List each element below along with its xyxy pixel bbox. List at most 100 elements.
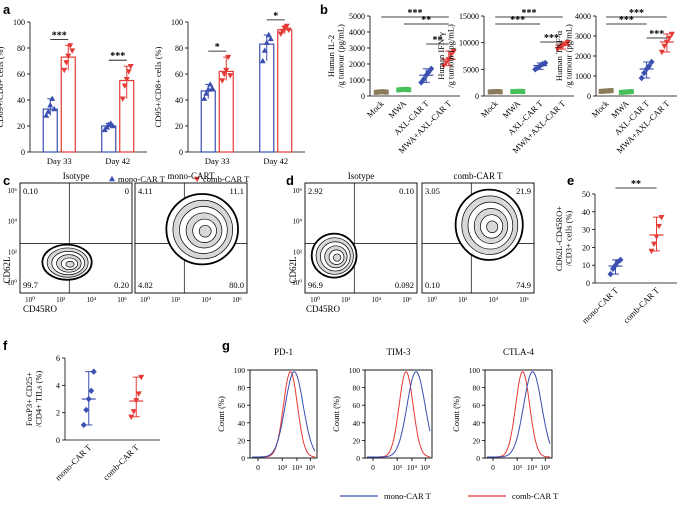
b1-ylabel: /g tumour (pg/mL) bbox=[336, 24, 346, 88]
a1-category-label: Day 33 bbox=[47, 156, 72, 166]
b1-significance-sig: ** bbox=[421, 15, 431, 26]
a1-point bbox=[47, 102, 54, 108]
panel-label-a: a bbox=[3, 2, 11, 17]
c-xlabel: CD45RO bbox=[23, 304, 58, 314]
d2-q-ll: 0.10 bbox=[425, 280, 440, 290]
e-category-label: comb-CAR T bbox=[621, 285, 661, 325]
e-point bbox=[656, 223, 662, 230]
g3-x-tick-label: 10³ bbox=[512, 463, 523, 472]
legend-g-comb-label: comb-CAR T bbox=[512, 491, 559, 501]
a2-significance-sig: * bbox=[215, 42, 220, 53]
g1-x-tick-label: 0 bbox=[256, 463, 260, 472]
b3-point bbox=[646, 62, 653, 70]
g2-y-tick-label: 0 bbox=[356, 454, 360, 463]
e-y-tick-label: 40 bbox=[582, 208, 590, 217]
c1-y-tick-label: 10⁰ bbox=[7, 279, 17, 287]
f-y-tick-label: 6 bbox=[56, 354, 60, 363]
legend-comb-marker bbox=[194, 176, 200, 183]
a1-category-label: Day 42 bbox=[105, 156, 130, 166]
g3-y-tick-label: 60 bbox=[473, 401, 481, 410]
b2-y-tick-label: 5000 bbox=[463, 65, 479, 74]
a1-point bbox=[121, 83, 128, 89]
b3-y-tick-label: 3000 bbox=[575, 32, 591, 41]
a2-category-label: Day 33 bbox=[205, 156, 230, 166]
a2-y-tick-label: 80 bbox=[175, 44, 183, 53]
a2-y-tick-label: 60 bbox=[175, 70, 183, 79]
g2-x-tick-label: 10⁴ bbox=[407, 463, 418, 472]
b3-point bbox=[628, 89, 634, 95]
d1-y-tick-label: 10⁶ bbox=[293, 187, 303, 195]
a1-point bbox=[51, 105, 58, 112]
b2-point bbox=[520, 89, 526, 95]
panel-label-f: f bbox=[3, 338, 8, 353]
c2-x-tick-label: 10⁴ bbox=[202, 296, 212, 304]
a2-point bbox=[265, 31, 272, 38]
b1-y-tick-label: 1000 bbox=[349, 76, 365, 85]
c1-y-tick-label: 10⁴ bbox=[8, 218, 18, 226]
b1-category-label: Mock bbox=[365, 98, 387, 120]
a2-y-tick-label: 40 bbox=[175, 96, 183, 105]
legend-comb-label: comb-CAR T bbox=[203, 174, 250, 184]
c1-q-ll: 99.7 bbox=[23, 280, 38, 290]
d2-q-ur: 21.9 bbox=[516, 186, 531, 196]
d1-y-tick-label: 10² bbox=[293, 248, 302, 256]
a1-y-tick-label: 80 bbox=[17, 44, 25, 53]
c2-contour-ring bbox=[198, 224, 212, 238]
b3-y-tick-label: 1000 bbox=[575, 72, 591, 81]
a1-point bbox=[65, 53, 72, 59]
a1-y-tick-label: 0 bbox=[21, 148, 25, 157]
a2-point bbox=[223, 67, 230, 74]
g1-y-tick-label: 60 bbox=[238, 401, 246, 410]
g3-y-tick-label: 20 bbox=[473, 436, 481, 445]
d-xlabel: CD45RO bbox=[306, 304, 341, 314]
b1-y-tick-label: 2000 bbox=[349, 60, 365, 69]
b3-point bbox=[638, 74, 645, 82]
c2-q-ul: 4.11 bbox=[138, 186, 153, 196]
b3-point bbox=[661, 43, 668, 50]
g2-y-tick-label: 60 bbox=[353, 401, 361, 410]
b2-y-tick-label: 0 bbox=[475, 92, 479, 101]
e-point bbox=[617, 256, 624, 264]
a1-point bbox=[63, 60, 70, 66]
b2-category-label: Mock bbox=[479, 98, 501, 120]
d2-x-tick-label: 10² bbox=[458, 296, 467, 304]
d1-contour-ring bbox=[333, 253, 342, 262]
a2-point bbox=[203, 90, 210, 96]
e-y-tick-label: 50 bbox=[582, 190, 590, 199]
a2-y-tick-label: 0 bbox=[179, 148, 183, 157]
legend-mono-marker bbox=[109, 175, 115, 182]
g3-mono-curve bbox=[487, 371, 551, 458]
panel-label-c: c bbox=[3, 173, 10, 188]
a2-point bbox=[221, 71, 228, 78]
c1-y-tick-label: 10⁶ bbox=[8, 187, 18, 195]
b2-ylabel: /g tumour (pg/mL) bbox=[446, 24, 456, 88]
a1-point bbox=[109, 122, 116, 129]
b3-ylabel: Human TNF-α bbox=[554, 30, 564, 81]
b3-ylabel: /g tumour (pg/mL) bbox=[564, 24, 574, 88]
f-point bbox=[85, 395, 92, 403]
g1-ylabel: Count (%) bbox=[216, 396, 226, 432]
b1-significance-sig: *** bbox=[408, 8, 423, 19]
panel-label-g: g bbox=[222, 338, 230, 353]
d-ylabel: CD62L bbox=[288, 257, 298, 284]
f-y-tick-label: 0 bbox=[56, 436, 60, 445]
g2-x-tick-label: 0 bbox=[371, 463, 375, 472]
f-point bbox=[130, 409, 137, 415]
b2-significance-sig: *** bbox=[510, 15, 525, 26]
d1-x-tick-label: 10⁶ bbox=[402, 296, 412, 304]
e-y-tick-label: 0 bbox=[586, 279, 590, 288]
b3-point bbox=[641, 69, 648, 77]
g2-x-tick-label: 10⁵ bbox=[420, 463, 431, 472]
d2-q-lr: 74.9 bbox=[516, 280, 531, 290]
a2-point bbox=[201, 95, 208, 101]
a1-point bbox=[43, 112, 50, 118]
g3-y-tick-label: 80 bbox=[473, 384, 481, 393]
c1-x-tick-label: 10⁶ bbox=[117, 296, 127, 304]
a2-point bbox=[209, 85, 216, 91]
g2-mono-curve bbox=[367, 371, 431, 458]
b3-significance-sig: *** bbox=[619, 15, 634, 26]
a2-y-tick-label: 20 bbox=[175, 122, 183, 131]
b2-significance-sig: *** bbox=[544, 33, 559, 44]
a2-point bbox=[283, 23, 290, 30]
